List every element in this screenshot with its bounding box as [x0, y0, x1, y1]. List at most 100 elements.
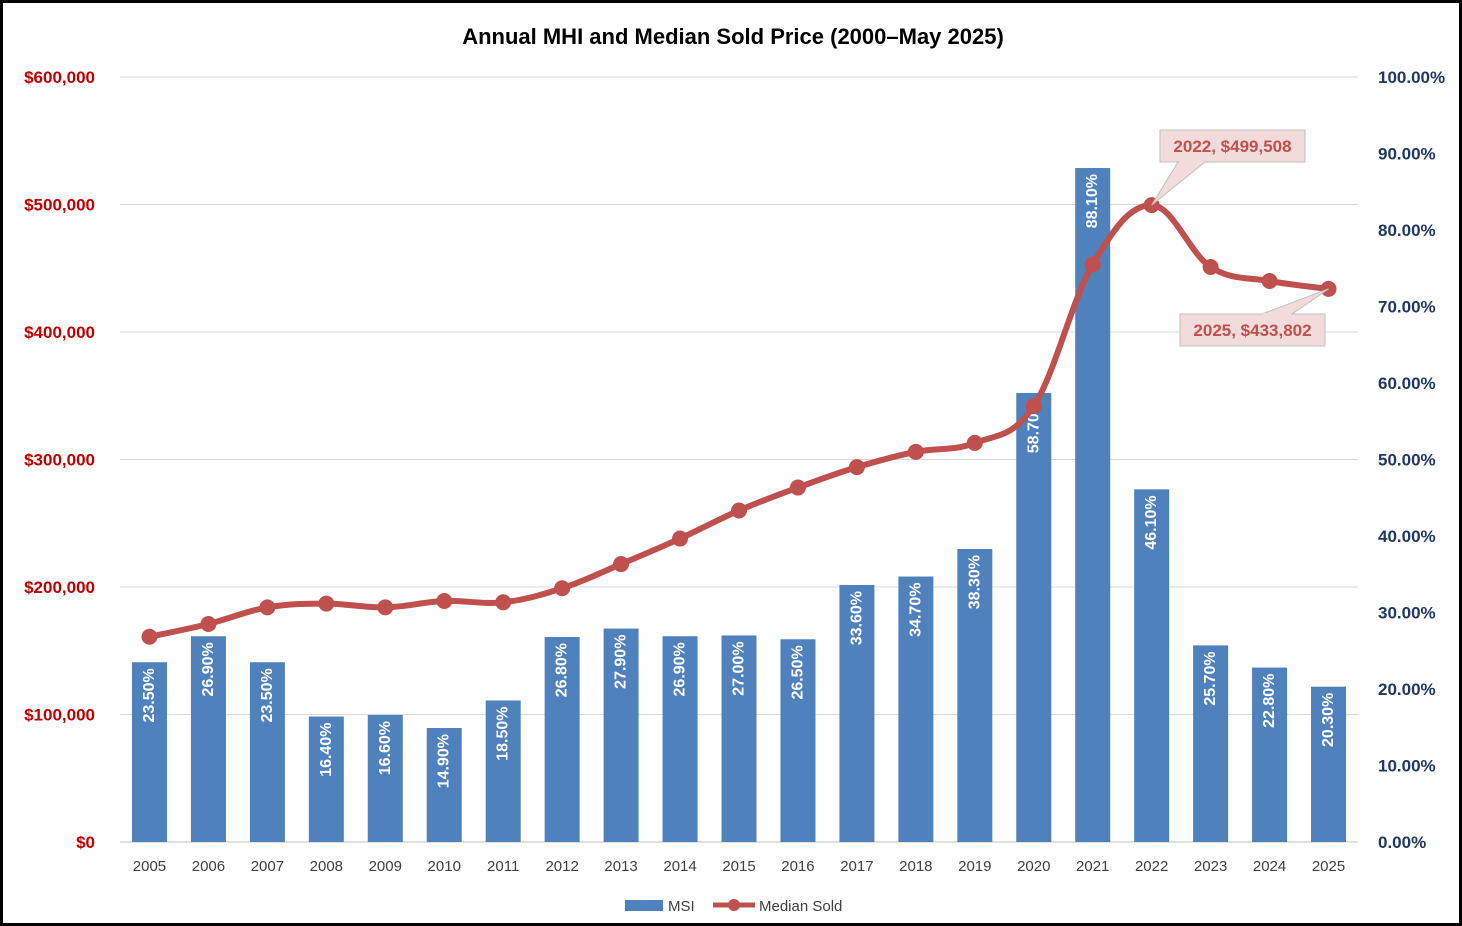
median-sold-marker [200, 615, 217, 632]
bar-data-label: 14.90% [436, 734, 453, 788]
x-axis-tick-label: 2011 [487, 858, 519, 875]
bar-data-label: 25.70% [1202, 651, 1219, 705]
left-axis-tick-label: $500,000 [24, 196, 95, 215]
median-sold-marker [495, 594, 512, 611]
x-axis-tick-label: 2006 [192, 858, 225, 875]
median-sold-marker [1261, 273, 1278, 289]
left-axis-tick-label: $300,000 [24, 451, 95, 470]
right-axis-tick-label: 20.00% [1378, 680, 1436, 699]
bar-data-label: 23.50% [259, 668, 276, 722]
x-axis-tick-label: 2018 [899, 858, 932, 875]
x-axis-tick-label: 2015 [722, 858, 755, 875]
median-sold-line [146, 202, 1332, 640]
x-axis-tick-label: 2023 [1194, 858, 1227, 875]
right-axis-tick-label: 90.00% [1378, 145, 1436, 164]
bar-msi [1193, 645, 1229, 842]
legend-swatch-median-marker [728, 899, 740, 911]
median-sold-marker [672, 530, 689, 547]
bar-msi [426, 728, 462, 842]
callout-box [1159, 129, 1306, 163]
bar-data-label: 38.30% [966, 555, 983, 609]
left-axis-tick-label: $0 [76, 833, 95, 852]
bar-msi [780, 639, 816, 842]
bar-data-label: 88.10% [1084, 174, 1101, 228]
left-axis-tick-label: $400,000 [24, 323, 95, 342]
bar-msi [1016, 392, 1052, 842]
callout-pointer [1261, 288, 1329, 315]
median-sold-marker [848, 459, 865, 476]
bar-msi [1252, 667, 1288, 842]
x-axis-tick-label: 2024 [1253, 858, 1286, 875]
bar-msi [957, 549, 993, 842]
x-axis-tick-label: 2012 [545, 858, 578, 875]
right-axis-tick-label: 80.00% [1378, 221, 1436, 240]
bar-data-label: 34.70% [907, 583, 924, 637]
callout-box [1179, 313, 1326, 347]
median-sold-marker [789, 479, 806, 496]
median-sold-marker [318, 595, 335, 612]
bar-data-label: 26.50% [789, 645, 806, 699]
x-axis-tick-label: 2025 [1312, 858, 1345, 875]
median-sold-marker [1084, 256, 1101, 273]
bar-msi [544, 636, 580, 842]
median-sold-marker [554, 580, 571, 597]
bar-msi [367, 715, 403, 842]
x-axis-tick-label: 2007 [251, 858, 284, 875]
bar-data-label: 26.90% [200, 642, 217, 696]
left-axis-tick-label: $100,000 [24, 706, 95, 725]
median-sold-marker [907, 443, 924, 460]
bar-data-label: 22.80% [1261, 674, 1278, 728]
bar-data-label: 27.90% [613, 635, 630, 689]
bar-data-label: 26.80% [554, 643, 571, 697]
x-axis-tick-label: 2005 [133, 858, 166, 875]
x-axis-tick-label: 2019 [958, 858, 991, 875]
x-axis-tick-label: 2017 [840, 858, 873, 875]
right-axis-tick-label: 10.00% [1378, 757, 1436, 776]
bar-msi [898, 576, 934, 842]
x-axis-tick-label: 2016 [781, 858, 814, 875]
x-axis-tick-label: 2014 [663, 858, 696, 875]
x-axis-tick-label: 2021 [1076, 858, 1109, 875]
bar-msi [662, 636, 698, 842]
bar-msi [1134, 489, 1170, 842]
bar-msi [190, 636, 226, 842]
median-sold-marker [966, 434, 983, 451]
bar-data-label: 46.10% [1143, 495, 1160, 549]
x-axis-tick-label: 2013 [604, 858, 637, 875]
x-axis-tick-label: 2010 [428, 858, 461, 875]
right-axis-tick-label: 60.00% [1378, 374, 1436, 393]
left-axis-tick-label: $600,000 [24, 68, 95, 87]
bar-msi [1075, 168, 1111, 842]
right-axis-tick-label: 50.00% [1378, 451, 1436, 470]
callout-label: 2022, $499,508 [1173, 137, 1291, 156]
median-sold-marker [1202, 258, 1219, 275]
x-axis-tick-label: 2009 [369, 858, 402, 875]
bar-msi [721, 635, 757, 842]
bar-msi [603, 628, 639, 842]
bar-msi [308, 716, 344, 842]
callout-label: 2025, $433,802 [1193, 321, 1311, 340]
bar-data-label: 23.50% [141, 668, 158, 722]
x-axis-tick-label: 2022 [1135, 858, 1168, 875]
bar-data-label: 33.60% [848, 591, 865, 645]
bar-data-label: 18.50% [495, 706, 512, 760]
median-sold-marker [377, 599, 394, 616]
bar-msi [131, 662, 167, 842]
median-sold-marker [613, 556, 630, 573]
bar-data-label: 20.30% [1320, 693, 1337, 747]
median-sold-marker [141, 628, 158, 645]
median-sold-marker [731, 502, 747, 519]
bar-msi [839, 584, 875, 842]
right-axis-tick-label: 100.00% [1378, 68, 1445, 87]
legend-label-median-sold: Median Sold [759, 898, 842, 915]
right-axis-tick-label: 0.00% [1378, 833, 1426, 852]
bar-data-label: 16.40% [318, 723, 335, 777]
median-sold-marker [436, 593, 453, 610]
bar-data-label: 16.60% [377, 721, 394, 775]
bar-msi [1311, 686, 1347, 842]
right-axis-tick-label: 30.00% [1378, 604, 1436, 623]
x-axis-tick-label: 2020 [1017, 858, 1050, 875]
median-sold-marker [1025, 397, 1042, 414]
right-axis-tick-label: 70.00% [1378, 298, 1436, 317]
legend-swatch-msi [625, 900, 663, 911]
